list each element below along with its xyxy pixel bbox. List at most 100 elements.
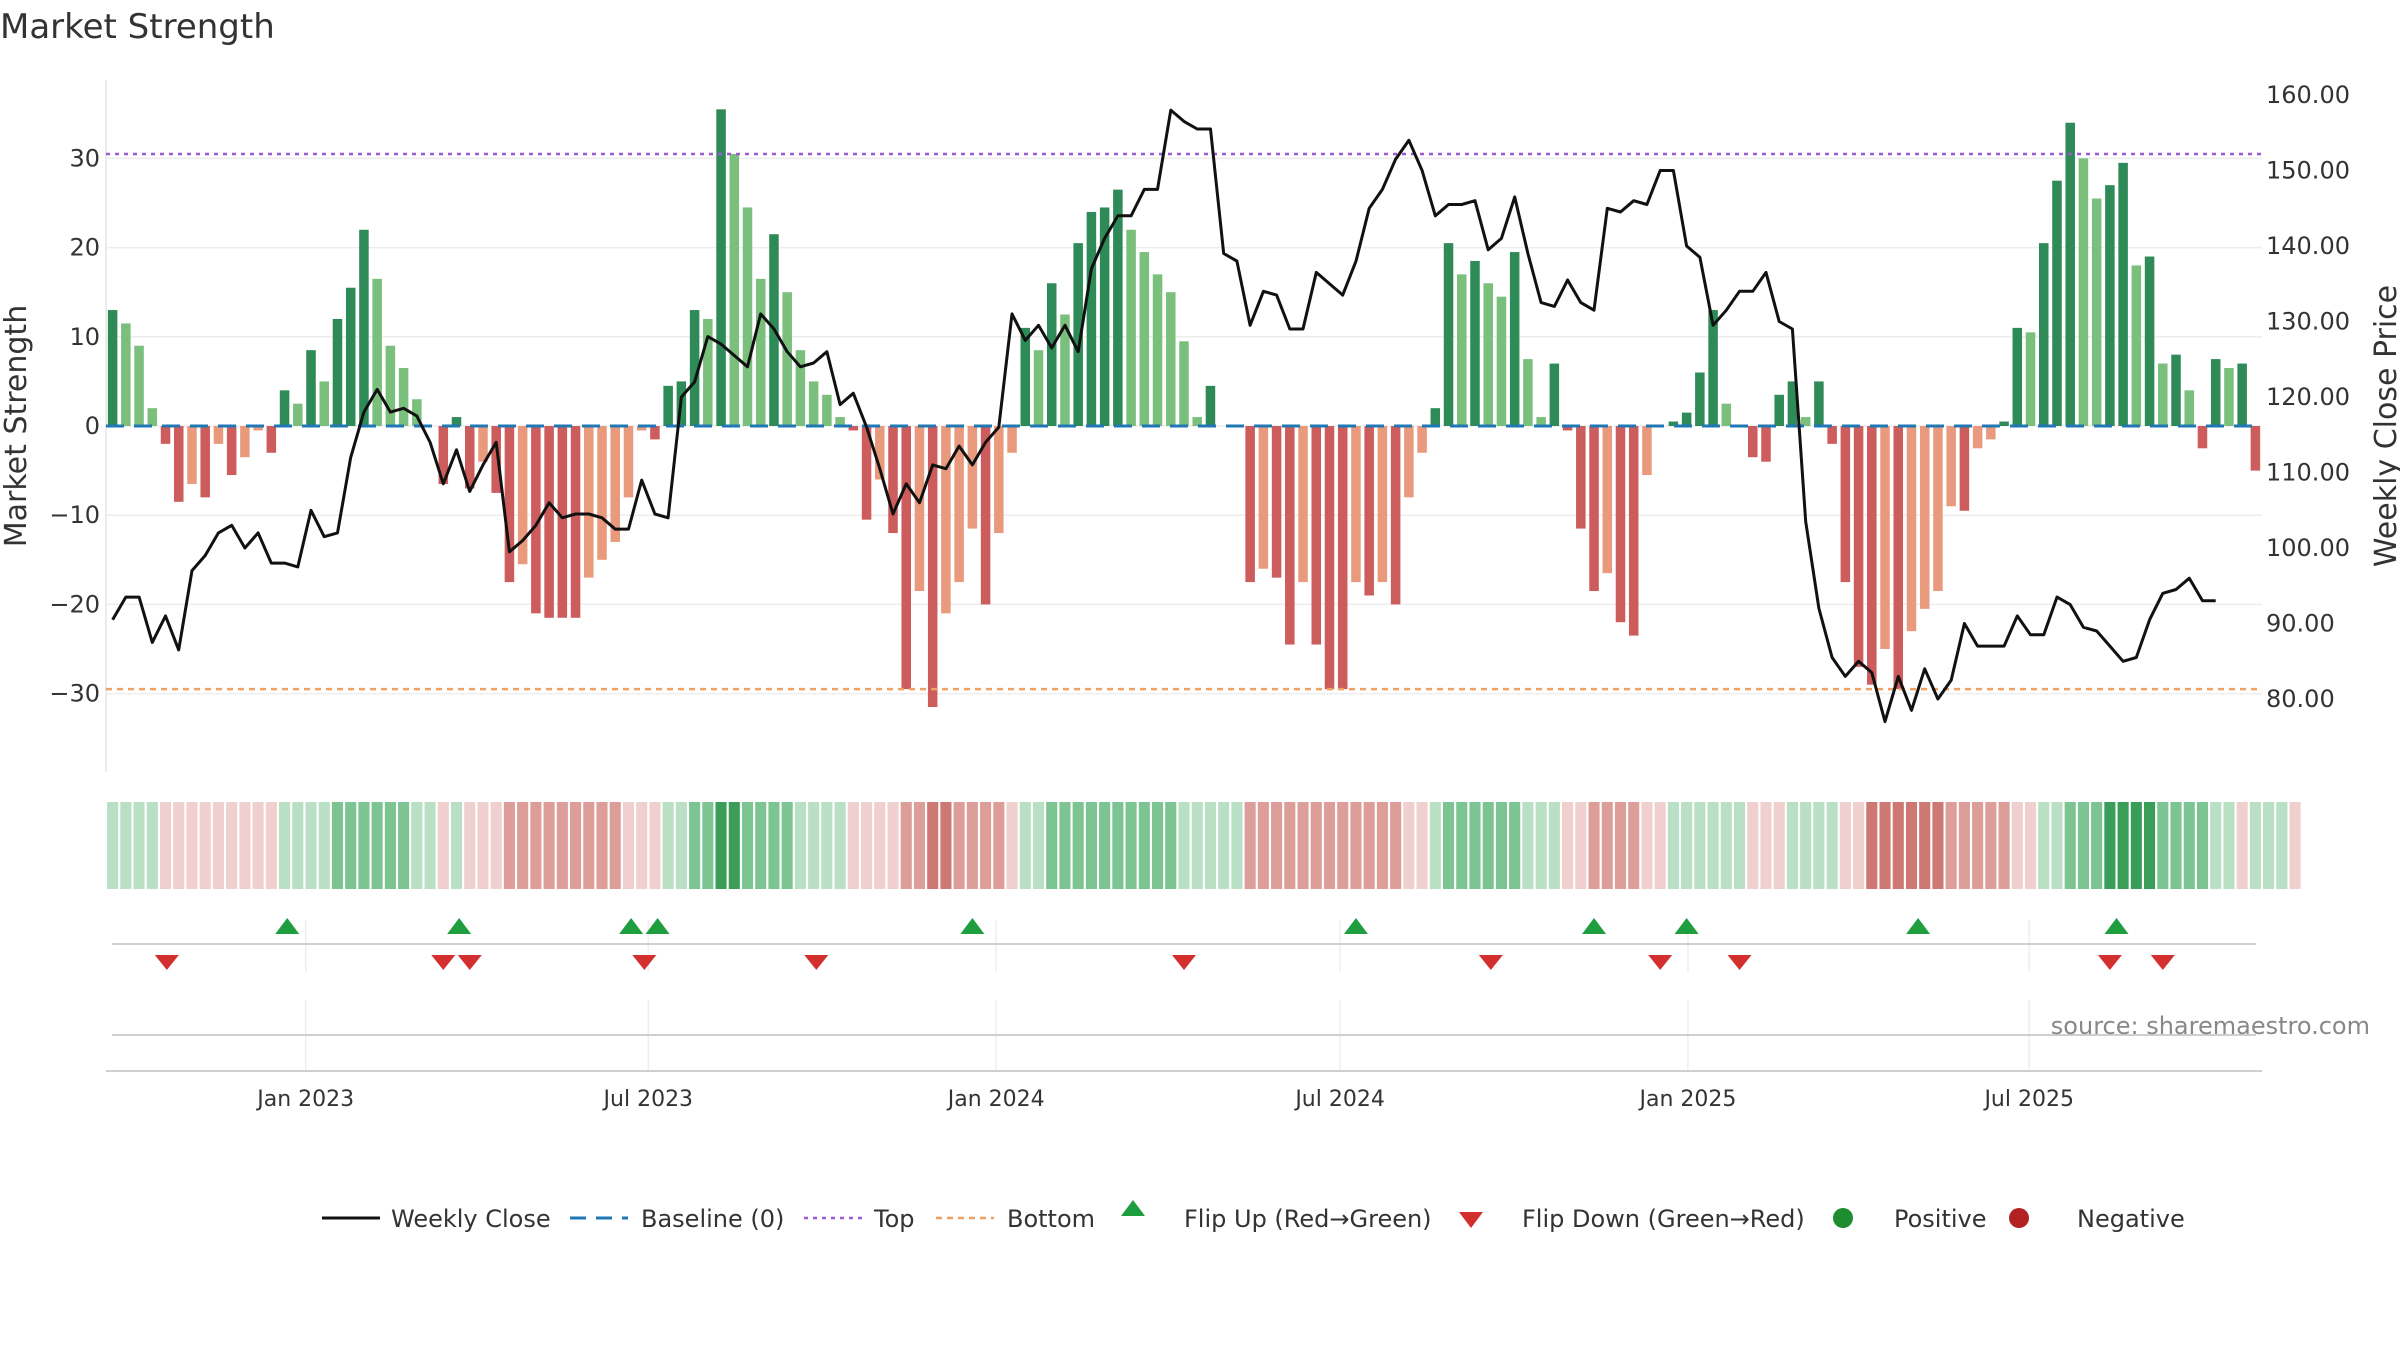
strength-bar (147, 408, 158, 426)
strength-bar (663, 385, 673, 426)
strength-bar (610, 426, 621, 542)
strip-cell (728, 802, 740, 889)
strength-bar (703, 318, 713, 426)
strip-cell (1522, 802, 1534, 889)
legend-label: Flip Up (Red→Green) (1184, 1205, 1432, 1233)
strip-cell (437, 802, 449, 889)
flip-down-marker (1172, 955, 1196, 970)
y2-tick-label: 100.00 (2266, 534, 2350, 562)
strip-cell (675, 802, 687, 889)
strength-bar (1933, 426, 1943, 592)
strength-bar (1086, 211, 1097, 426)
flip-up-marker (645, 918, 670, 934)
strip-cell (847, 802, 859, 889)
strength-bar (729, 153, 740, 426)
y2-tick-label: 130.00 (2266, 308, 2350, 336)
flip-up-marker (1906, 918, 1931, 934)
strip-cell (1363, 802, 1375, 889)
strength-bar (200, 426, 210, 498)
strength-bar (861, 426, 872, 520)
strip-cell (1681, 802, 1693, 889)
strength-bar (1999, 421, 2009, 426)
strip-cell (596, 802, 608, 889)
legend-flip-down-swatch (1459, 1212, 1483, 1228)
strip-cell (1416, 802, 1428, 889)
strip-cell (1747, 802, 1759, 889)
legend-label: Top (873, 1205, 915, 1233)
y2-tick-label: 140.00 (2266, 232, 2350, 260)
strip-cell (993, 802, 1005, 889)
strip-cell (570, 802, 582, 889)
strip-cell (279, 802, 291, 889)
strength-bar (1364, 426, 1374, 596)
strength-bar (345, 287, 356, 426)
strength-bar (173, 426, 184, 502)
strip-cell (1125, 802, 1137, 889)
y-tick-label: −10 (49, 501, 100, 529)
strength-bar (478, 426, 488, 462)
strip-cell (1826, 802, 1838, 889)
strip-cell (120, 802, 132, 889)
strength-bar (2091, 198, 2102, 426)
strip-cell (1879, 802, 1891, 889)
strength-bar (1258, 426, 1269, 569)
flip-signals (154, 918, 2175, 970)
strength-bar (1430, 408, 1441, 426)
strength-bar (2052, 180, 2062, 426)
strength-bar (1443, 243, 1454, 426)
strength-bar (1919, 426, 1930, 609)
x-tick-label: Jan 2025 (1637, 1087, 1736, 1112)
strength-bar (1880, 426, 1890, 649)
strength-heat-strip (107, 802, 2301, 889)
strength-bar (121, 323, 131, 426)
strength-bar (623, 426, 634, 498)
flip-down-marker (457, 955, 482, 970)
strength-bar (1747, 426, 1758, 458)
strip-cell (1072, 802, 1084, 889)
strip-cell (1614, 802, 1627, 889)
strength-bar (1073, 243, 1083, 426)
signal-panel-grid (304, 920, 2030, 1071)
strip-cell (1376, 802, 1388, 889)
strip-cell (2038, 802, 2050, 889)
strip-cell (1694, 802, 1706, 889)
source-label: source: sharemaestro.com (2051, 1012, 2370, 1040)
strip-cell (159, 802, 172, 889)
strip-cell (530, 802, 542, 889)
strip-cell (1853, 802, 1865, 889)
strength-bar (901, 426, 911, 690)
strength-bar (2237, 363, 2247, 426)
strip-cell (755, 802, 767, 889)
strip-cell (1085, 802, 1097, 889)
strength-bar (584, 426, 594, 578)
strength-bar (1668, 421, 1679, 426)
strength-bar (544, 426, 554, 618)
strip-cell (1535, 802, 1547, 889)
strength-bar (1311, 426, 1322, 645)
strip-cell (305, 802, 317, 889)
strip-cell (2064, 802, 2076, 889)
strip-cell (186, 802, 198, 889)
strip-cell (1786, 802, 1798, 889)
strip-cell (199, 802, 211, 889)
y-axis-label: Market Strength (0, 305, 34, 547)
strip-cell (2157, 802, 2169, 889)
strip-cell (741, 802, 754, 889)
strip-cell (834, 802, 846, 889)
y2-tick-label: 120.00 (2266, 383, 2350, 411)
strip-cell (1800, 802, 1812, 889)
x-tick-label: Jul 2025 (1982, 1087, 2074, 1112)
legend-negative-swatch (2009, 1208, 2029, 1228)
strip-cell (1390, 802, 1402, 889)
strength-bar (1800, 417, 1811, 426)
y2-tick-label: 80.00 (2266, 685, 2335, 713)
weekly-close-line (111, 108, 2216, 724)
strip-cell (2263, 802, 2275, 889)
strength-bar (398, 368, 409, 426)
strength-bar (226, 426, 237, 476)
strength-bar (412, 399, 422, 426)
strip-cell (609, 802, 621, 889)
strip-cell (1945, 802, 1957, 889)
flip-up-marker (1582, 918, 1607, 934)
strength-bar (187, 426, 197, 484)
